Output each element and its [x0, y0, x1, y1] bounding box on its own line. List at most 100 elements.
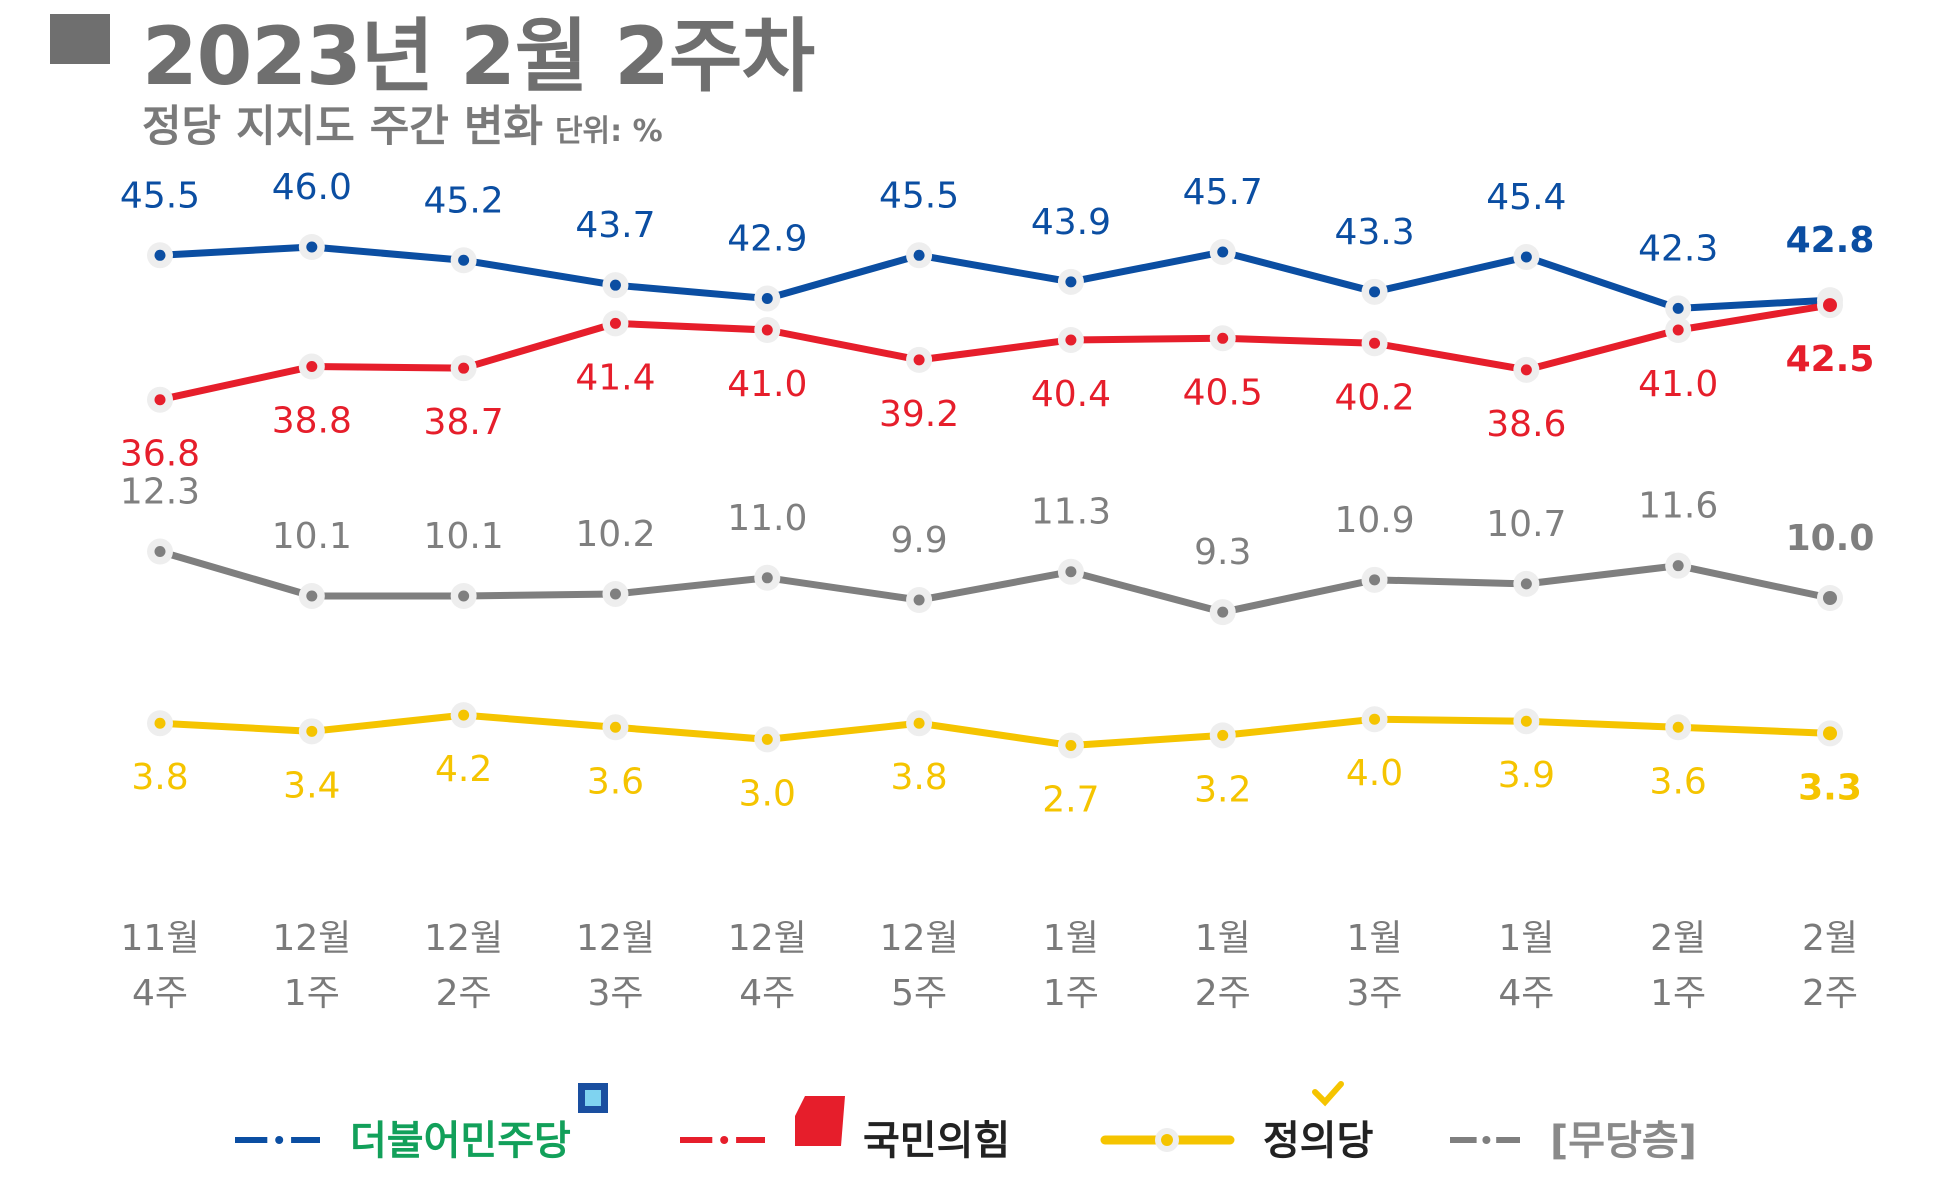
- data-point: [761, 733, 773, 745]
- minjoo-logo-inner-icon: [585, 1090, 601, 1106]
- data-point: [458, 254, 470, 266]
- data-label: 2.7: [1042, 779, 1099, 820]
- series-line: [156, 711, 1834, 749]
- data-label: 45.5: [879, 175, 959, 216]
- data-label: 10.0: [1786, 518, 1875, 559]
- data-point: [1065, 566, 1077, 578]
- data-point: [913, 354, 925, 366]
- data-point: [1672, 560, 1684, 572]
- data-point: [1217, 246, 1229, 258]
- data-label: 45.2: [424, 180, 504, 221]
- data-label: 3.6: [1650, 761, 1707, 802]
- data-point: [609, 279, 621, 291]
- data-point: [761, 292, 773, 304]
- data-label: 3.9: [1498, 755, 1555, 796]
- data-label: 11.3: [1031, 492, 1111, 533]
- x-tick-label: 1주: [1043, 973, 1099, 1014]
- data-point: [1520, 715, 1532, 727]
- legend-item: 더불어민주당: [235, 1083, 608, 1164]
- data-label: 42.5: [1786, 339, 1875, 380]
- data-point: [1065, 334, 1077, 346]
- data-label: 43.9: [1031, 202, 1111, 243]
- data-label: 43.3: [1334, 212, 1414, 253]
- x-tick-label: 1월: [1498, 918, 1554, 959]
- data-point: [1369, 574, 1381, 586]
- data-label: 11.6: [1638, 486, 1718, 527]
- data-point: [154, 249, 166, 261]
- data-label: 3.6: [587, 761, 644, 802]
- data-label: 10.1: [424, 516, 504, 557]
- data-label: 45.5: [120, 175, 200, 216]
- legend-label: 정의당: [1263, 1118, 1374, 1164]
- data-label: 40.5: [1183, 372, 1263, 413]
- data-label: 10.7: [1486, 504, 1566, 545]
- data-point: [458, 362, 470, 374]
- data-label: 42.8: [1786, 220, 1875, 261]
- x-tick-label: 2주: [1802, 973, 1858, 1014]
- legend-item: [무당층]: [1450, 1118, 1697, 1164]
- data-point: [306, 241, 318, 253]
- data-point: [609, 721, 621, 733]
- data-label: 38.6: [1486, 404, 1566, 445]
- data-point: [306, 725, 318, 737]
- data-point: [913, 249, 925, 261]
- series-0: 45.5 46.0 45.2 43.7 42.9 45.5 43.9 45.7 43.3 45.4…: [120, 167, 1875, 322]
- data-label: 3.2: [1194, 769, 1251, 810]
- page-title: 2023년 2월 2주차: [142, 10, 815, 103]
- series-1: 36.8 38.8 38.7 41.4 41.0 39.2 40.4 40.5 40.2 38.6…: [120, 292, 1874, 475]
- data-label: 42.3: [1638, 228, 1718, 269]
- data-point: [1065, 739, 1077, 751]
- x-tick-label: 1월: [1195, 918, 1251, 959]
- data-label: 3.8: [131, 757, 188, 798]
- data-label: 41.0: [1638, 364, 1718, 405]
- data-label: 10.9: [1334, 500, 1414, 541]
- x-tick-label: 1월: [1347, 918, 1403, 959]
- data-label: 45.4: [1486, 177, 1566, 218]
- data-point: [458, 709, 470, 721]
- data-point: [913, 717, 925, 729]
- x-tick-label: 5주: [891, 973, 947, 1014]
- data-label: 40.4: [1031, 374, 1111, 415]
- title-square-icon: [50, 14, 110, 64]
- x-tick-label: 1월: [1043, 918, 1099, 959]
- data-label: 40.2: [1334, 377, 1414, 418]
- data-label: 38.8: [272, 401, 352, 442]
- x-tick-label: 11월: [121, 918, 200, 959]
- data-point: [1823, 298, 1837, 313]
- data-point: [1217, 729, 1229, 741]
- x-tick-label: 2월: [1650, 918, 1706, 959]
- data-point: [1672, 302, 1684, 314]
- data-point: [761, 572, 773, 584]
- series-3: 3.8 3.4 4.2 3.6 3.0 3.8 2.7 3.2 4.0 3.9 3.6 3.3: [131, 702, 1862, 820]
- legend-dot: [1161, 1134, 1173, 1146]
- data-label: 10.1: [272, 516, 352, 557]
- x-tick-label: 12월: [880, 918, 959, 959]
- data-point: [1217, 606, 1229, 618]
- data-point: [1520, 364, 1532, 376]
- data-point: [306, 590, 318, 602]
- data-point: [1369, 286, 1381, 298]
- legend-item: 국민의힘: [680, 1096, 1010, 1164]
- data-label: 39.2: [879, 394, 959, 435]
- x-tick-label: 1주: [284, 973, 340, 1014]
- data-point: [609, 317, 621, 329]
- data-point: [1520, 578, 1532, 590]
- data-point: [154, 717, 166, 729]
- data-point: [154, 546, 166, 558]
- x-tick-label: 2주: [1195, 973, 1251, 1014]
- data-point: [1065, 276, 1077, 288]
- legend-dot: [275, 1136, 284, 1144]
- data-label: 45.7: [1183, 172, 1263, 213]
- ppp-logo-mark-icon: [795, 1096, 845, 1146]
- data-label: 11.0: [727, 498, 807, 539]
- x-tick-label: 1주: [1650, 973, 1706, 1014]
- x-tick-label: 4주: [739, 973, 795, 1014]
- legend-label: [무당층]: [1550, 1118, 1697, 1164]
- data-point: [306, 361, 318, 373]
- x-tick-label: 4주: [132, 973, 188, 1014]
- data-point: [913, 594, 925, 606]
- data-point: [1672, 721, 1684, 733]
- data-label: 46.0: [272, 167, 352, 208]
- data-label: 9.9: [890, 520, 947, 561]
